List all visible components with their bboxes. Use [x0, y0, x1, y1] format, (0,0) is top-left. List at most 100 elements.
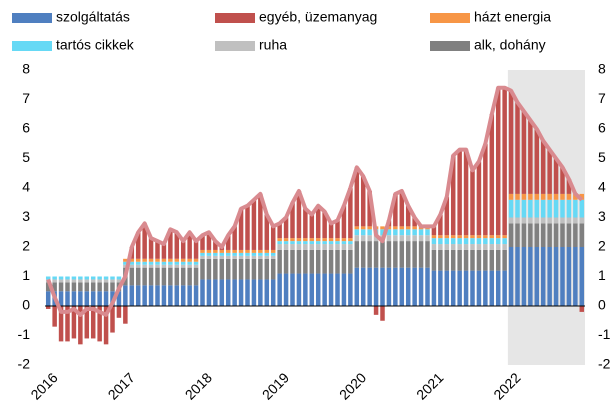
- bar-segment: [566, 199, 572, 218]
- bar-segment: [180, 267, 186, 286]
- bar-segment: [135, 232, 141, 259]
- bar-segment: [540, 247, 546, 306]
- bar-segment: [380, 229, 385, 236]
- bar-segment: [476, 238, 482, 245]
- bar-segment: [367, 267, 372, 306]
- bar-segment: [52, 279, 57, 283]
- bar-segment: [495, 244, 501, 250]
- bar-segment: [348, 238, 353, 242]
- bar-segment: [534, 217, 540, 224]
- bar-segment: [515, 199, 520, 218]
- bar-segment: [193, 285, 199, 306]
- bar-segment: [322, 238, 327, 242]
- bar-segment: [470, 170, 475, 236]
- bar-segment: [135, 267, 141, 286]
- y2-tick-label: 2: [598, 238, 606, 254]
- y2-tick-label: 7: [598, 90, 606, 106]
- bar-segment: [225, 255, 231, 259]
- bar-segment: [90, 291, 96, 306]
- bar-segment: [148, 258, 154, 262]
- bar-segment: [412, 217, 417, 227]
- bar-segment: [200, 252, 205, 256]
- bar-segment: [360, 176, 366, 227]
- bar-segment: [463, 249, 469, 271]
- bar-segment: [335, 244, 340, 250]
- bar-segment: [450, 249, 456, 271]
- bar-segment: [232, 279, 237, 306]
- bar-segment: [360, 235, 366, 242]
- bar-segment: [161, 264, 167, 268]
- bar-segment: [232, 252, 237, 256]
- bar-segment: [161, 244, 167, 259]
- bar-segment: [161, 258, 167, 262]
- legend-label: alk, dohány: [474, 37, 546, 53]
- bar-segment: [225, 249, 231, 253]
- bar-segment: [296, 273, 302, 306]
- bar-segment: [457, 244, 462, 250]
- bar-segment: [264, 252, 270, 256]
- bar-segment: [495, 270, 501, 306]
- bar-segment: [135, 261, 141, 265]
- bar-segment: [180, 241, 186, 259]
- bar-segment: [78, 291, 83, 306]
- bar-segment: [264, 214, 270, 250]
- bar-segment: [380, 226, 385, 230]
- bar-segment: [560, 199, 565, 218]
- bar-segment: [418, 267, 424, 306]
- bar-segment: [116, 306, 122, 318]
- bar-segment: [354, 241, 360, 268]
- bar-segment: [393, 226, 398, 230]
- bar-segment: [84, 276, 90, 280]
- bar-segment: [270, 258, 276, 280]
- y-tick-label: 5: [22, 149, 30, 165]
- bar-segment: [360, 241, 366, 268]
- bar-segment: [148, 261, 154, 265]
- bar-segment: [412, 226, 417, 230]
- bar-segment: [180, 264, 186, 268]
- y2-tick-label: 8: [598, 61, 606, 77]
- bar-segment: [290, 241, 295, 245]
- bar-segment: [579, 306, 585, 312]
- bar-segment: [444, 238, 450, 245]
- bar-segment: [264, 258, 270, 280]
- bar-segment: [495, 87, 501, 236]
- bar-segment: [251, 249, 257, 253]
- bar-segment: [90, 276, 96, 280]
- bar-segment: [483, 143, 488, 236]
- bar-segment: [142, 261, 147, 265]
- bar-segment: [341, 244, 347, 250]
- bar-segment: [71, 276, 77, 280]
- bar-segment: [315, 241, 321, 245]
- bar-segment: [560, 217, 565, 224]
- bar-segment: [508, 247, 514, 306]
- legend-label: szolgáltatás: [56, 9, 130, 25]
- bar-segment: [483, 249, 488, 271]
- bar-segment: [457, 238, 462, 245]
- bar-segment: [534, 247, 540, 306]
- bar-segment: [547, 149, 552, 194]
- bar-segment: [129, 258, 135, 262]
- bar-segment: [90, 282, 96, 292]
- bar-segment: [84, 279, 90, 283]
- bar-segment: [495, 238, 501, 245]
- bar-segment: [213, 249, 218, 253]
- bar-segment: [315, 249, 321, 274]
- bar-segment: [341, 238, 347, 242]
- bar-segment: [399, 226, 405, 230]
- bar-segment: [71, 306, 77, 339]
- bar-segment: [283, 249, 289, 274]
- bar-segment: [386, 267, 392, 306]
- bar-segment: [521, 217, 527, 224]
- bar-segment: [515, 247, 520, 306]
- bar-segment: [290, 244, 295, 250]
- bar-segment: [438, 238, 443, 245]
- bar-segment: [116, 279, 122, 283]
- bar-segment: [174, 232, 180, 259]
- bar-segment: [213, 241, 218, 250]
- bar-segment: [161, 261, 167, 265]
- bar-segment: [405, 235, 411, 242]
- bar-segment: [373, 241, 379, 268]
- legend-label: ruha: [259, 37, 287, 53]
- bar-segment: [553, 193, 559, 200]
- bar-segment: [206, 232, 212, 250]
